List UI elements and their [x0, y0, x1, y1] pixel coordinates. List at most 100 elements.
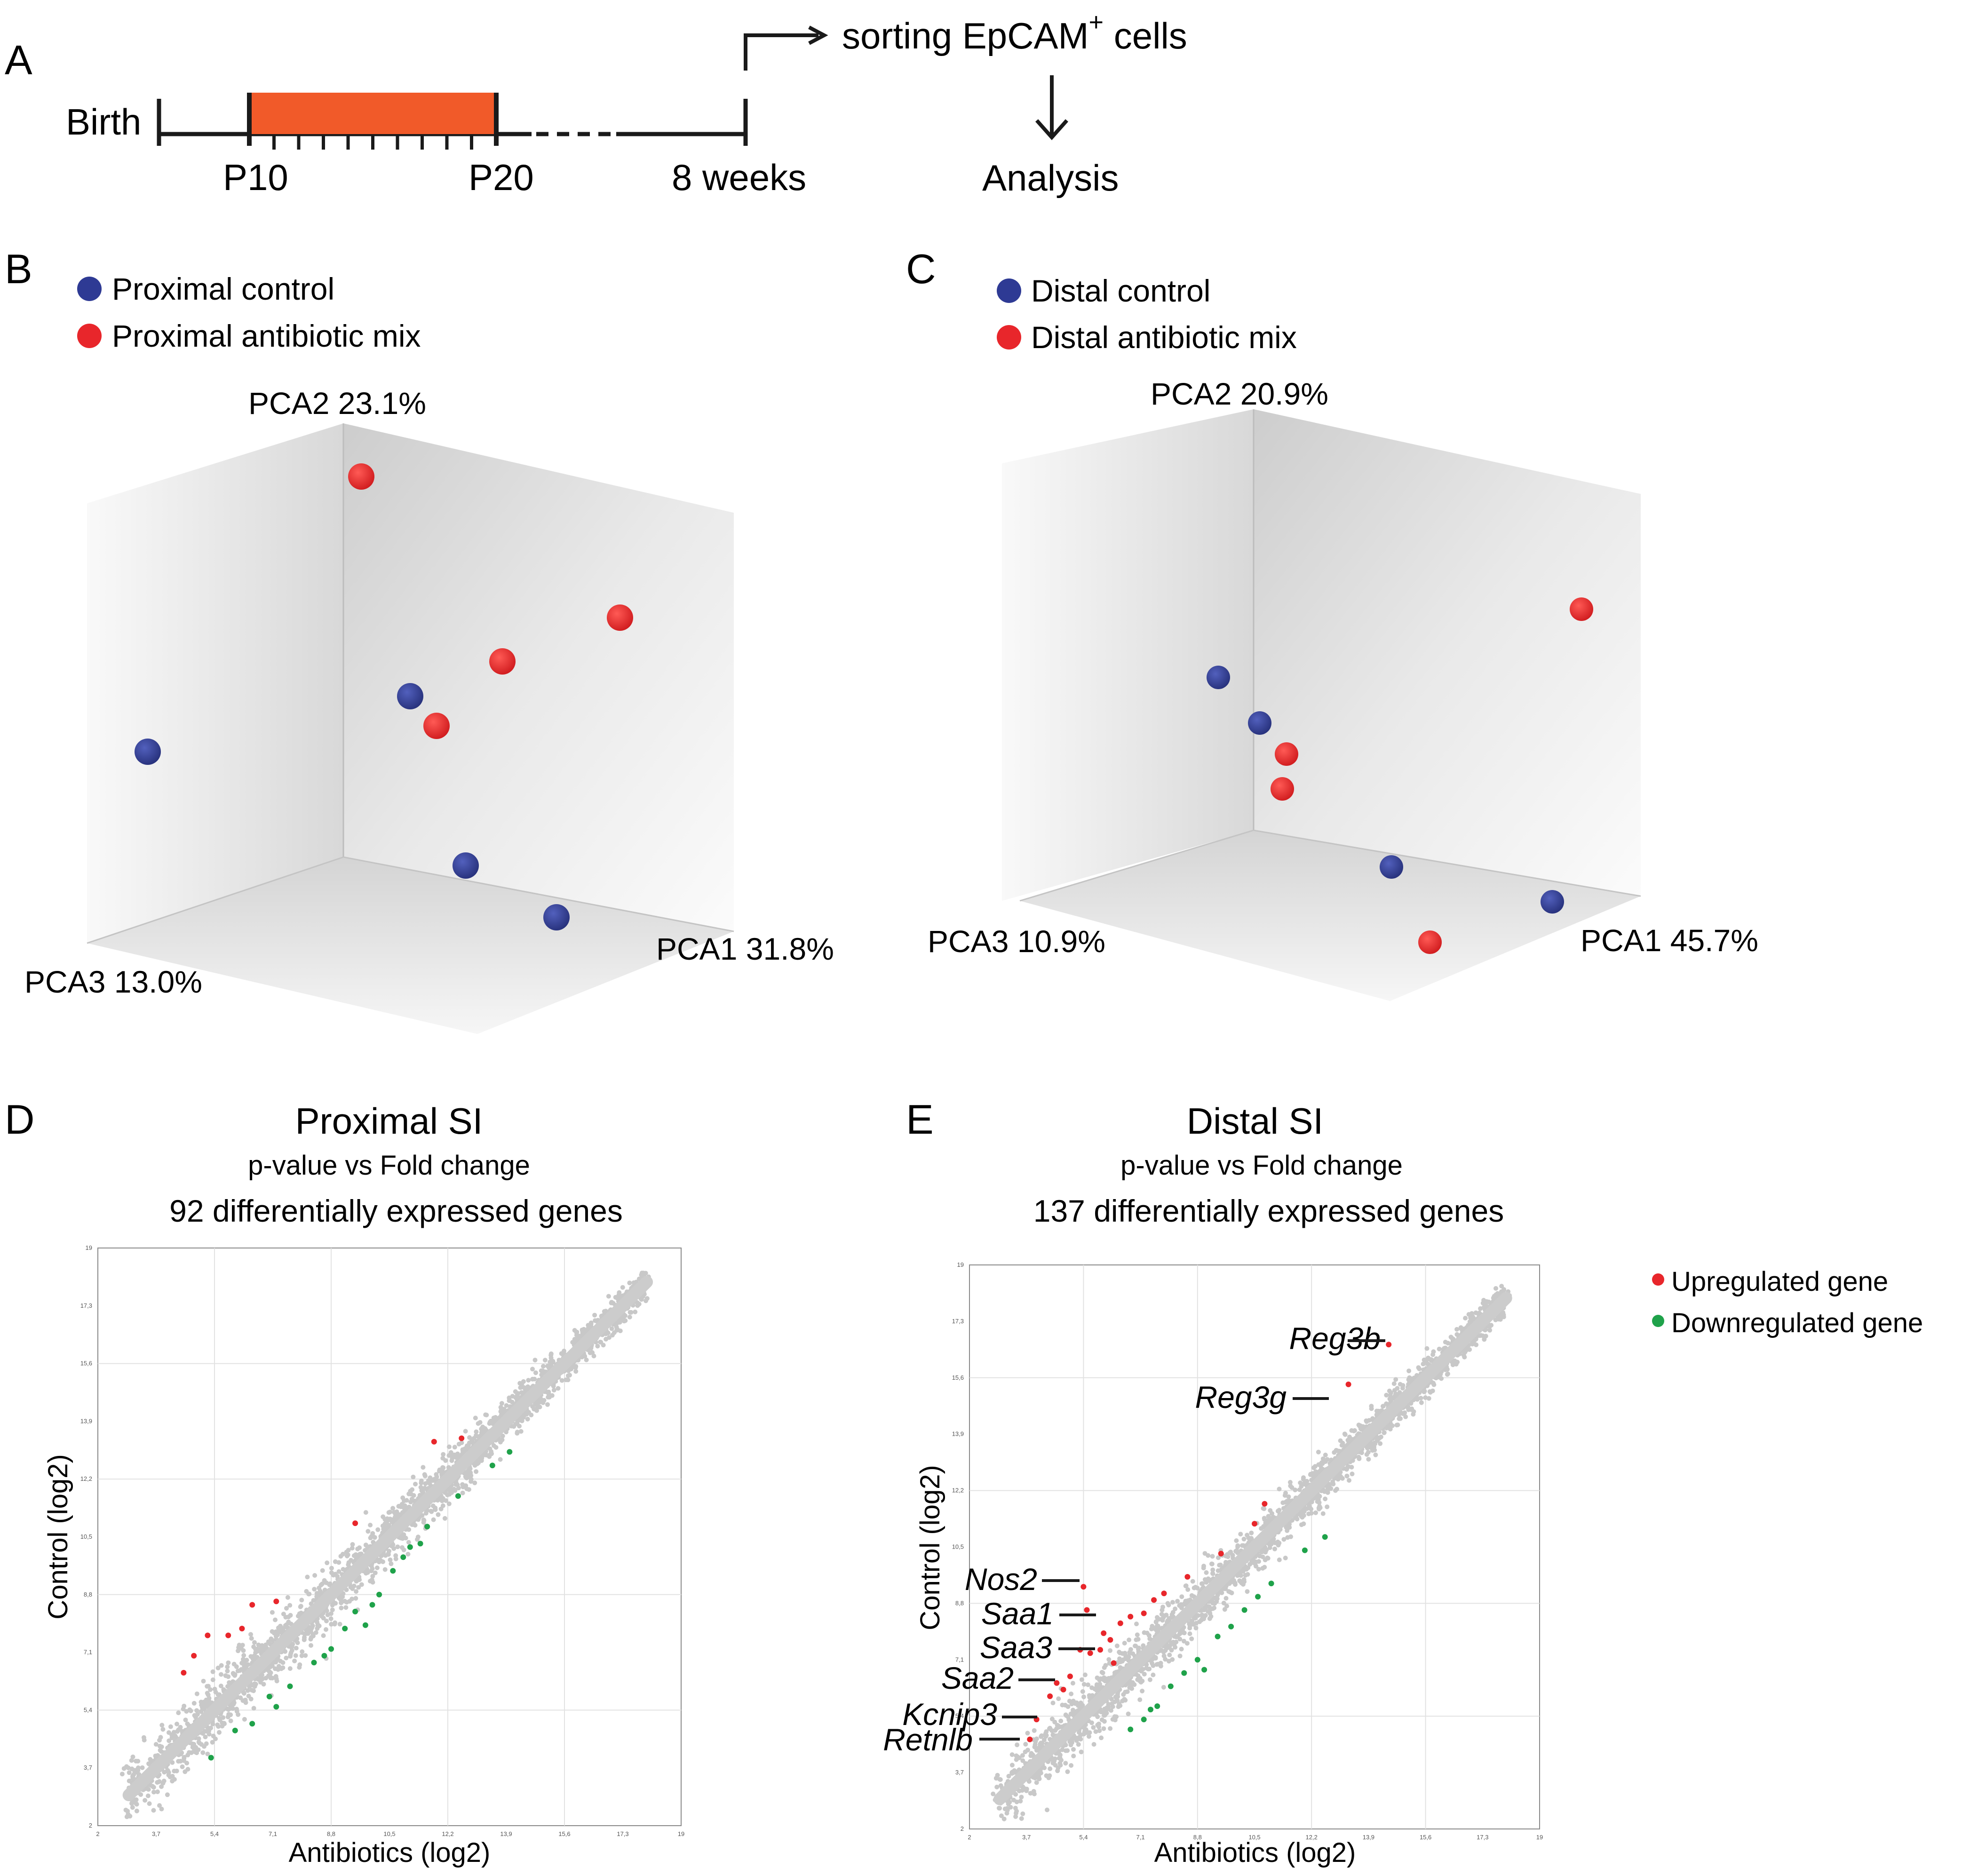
gene-point: [151, 1808, 156, 1813]
gene-point: [295, 1640, 300, 1645]
gene-point: [1023, 1749, 1028, 1755]
gene-point: [1177, 1603, 1182, 1608]
gene-point: [1473, 1310, 1478, 1315]
gene-point: [252, 1640, 257, 1645]
gene-point: [275, 1657, 280, 1662]
gene-point: [1325, 1490, 1330, 1495]
gene-point: [205, 1751, 210, 1757]
gene-point: [265, 1668, 270, 1672]
gene-point: [1110, 1717, 1115, 1722]
x-tick-label: 7,1: [1136, 1834, 1145, 1841]
gene-point: [225, 1669, 230, 1674]
gene-point: [194, 1691, 199, 1696]
gene-point: [1280, 1500, 1286, 1505]
gene-point: [1300, 1513, 1305, 1518]
downregulated-gene-point: [208, 1755, 214, 1761]
upregulated-gene-point: [205, 1632, 211, 1638]
gene-point: [1081, 1732, 1087, 1737]
gene-point: [1192, 1585, 1197, 1590]
gene-point: [1173, 1645, 1178, 1650]
gene-point: [499, 1401, 504, 1406]
gene-point: [402, 1498, 406, 1503]
gene-point: [248, 1632, 253, 1637]
gene-point: [1344, 1473, 1350, 1479]
gene-point: [325, 1560, 330, 1566]
gene-point: [995, 1773, 1000, 1778]
gene-point: [1095, 1714, 1100, 1719]
gene-point: [373, 1570, 378, 1575]
gene-point: [203, 1734, 208, 1740]
gene-point: [1452, 1358, 1457, 1363]
pca-point-control: [135, 739, 161, 765]
gene-point: [1164, 1613, 1169, 1618]
gene-point: [1082, 1672, 1088, 1677]
gene-point: [641, 1271, 646, 1276]
gene-point: [1065, 1769, 1070, 1774]
gene-point: [1298, 1480, 1303, 1486]
pca-cube-c: [1002, 409, 1641, 1001]
chart-title: Distal SI: [1187, 1100, 1323, 1142]
gene-point: [453, 1482, 459, 1487]
gene-point: [564, 1377, 569, 1383]
y-axis-label: Control (log2): [43, 1454, 73, 1619]
gene-point: [1403, 1414, 1408, 1419]
gene-point: [1263, 1550, 1268, 1555]
gene-point: [273, 1617, 278, 1622]
gene-point: [1020, 1811, 1025, 1816]
gene-point: [438, 1506, 444, 1511]
gene-point: [389, 1561, 394, 1566]
eight-weeks-label: 8 weeks: [672, 157, 806, 198]
gene-point: [443, 1458, 448, 1463]
gene-point: [262, 1646, 268, 1651]
gene-point: [541, 1364, 546, 1369]
gene-point: [241, 1653, 246, 1658]
gene-point: [305, 1574, 310, 1580]
gene-point: [1230, 1552, 1235, 1558]
gene-point: [1093, 1729, 1098, 1734]
pca-point-control: [1380, 855, 1403, 879]
gene-point: [1052, 1756, 1057, 1761]
gene-point: [1078, 1701, 1083, 1705]
gene-point: [339, 1600, 344, 1606]
downregulated-gene-point: [424, 1524, 430, 1530]
gene-point: [994, 1850, 999, 1855]
gene-point: [479, 1458, 484, 1463]
upregulated-gene-point: [225, 1632, 231, 1638]
gene-point: [165, 1769, 170, 1774]
gene-point: [129, 1758, 134, 1763]
chart-subtitle: p-value vs Fold change: [248, 1150, 530, 1181]
downregulated-gene-point: [507, 1449, 513, 1455]
gene-point: [607, 1335, 612, 1340]
gene-point: [1474, 1342, 1479, 1347]
gene-point: [324, 1627, 328, 1632]
gene-point: [1216, 1555, 1221, 1560]
gene-point: [253, 1656, 258, 1661]
x-tick-label: 19: [678, 1830, 684, 1837]
gene-point: [180, 1764, 185, 1769]
gene-point: [1463, 1316, 1468, 1321]
gene-point: [390, 1506, 396, 1511]
gene-point: [355, 1546, 360, 1551]
gene-point: [303, 1653, 308, 1658]
gene-point: [1175, 1598, 1180, 1604]
gene-point: [1150, 1623, 1155, 1629]
gene-point: [160, 1727, 166, 1732]
gene-point: [595, 1343, 600, 1349]
x-tick-label: 13,9: [500, 1830, 512, 1837]
y-tick-label: 12,2: [80, 1475, 92, 1482]
gene-point: [525, 1416, 530, 1422]
gene-point: [489, 1451, 494, 1456]
gene-point: [337, 1622, 342, 1627]
gene-point: [1087, 1734, 1091, 1739]
gene-point: [469, 1477, 474, 1482]
gene-point: [498, 1438, 503, 1443]
gene-point: [292, 1658, 297, 1663]
gene-point: [1388, 1423, 1393, 1428]
gene-point: [1459, 1327, 1464, 1332]
gene-point: [1471, 1315, 1476, 1320]
gene-point: [461, 1448, 466, 1454]
gene-point: [1267, 1545, 1272, 1550]
gene-point: [1325, 1504, 1330, 1510]
gene-point: [1400, 1386, 1405, 1391]
gene-point: [1136, 1673, 1141, 1678]
